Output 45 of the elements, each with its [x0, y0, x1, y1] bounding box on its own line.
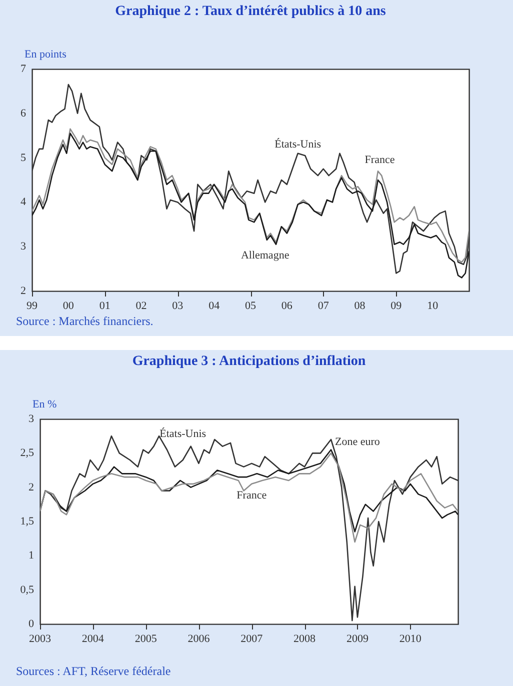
y-tick-label: 4	[20, 196, 26, 208]
chart-title: Graphique 3 : Anticipations d’inflation	[132, 354, 366, 369]
y-tick-label: 1,5	[20, 516, 34, 528]
y-tick-label: 0	[28, 618, 34, 630]
x-tick-label: 01	[99, 300, 110, 312]
x-tick-label: 08	[354, 300, 366, 312]
x-tick-label: 06	[281, 300, 293, 312]
y-axis-title: En points	[24, 48, 66, 60]
y-tick-label: 3	[20, 240, 26, 253]
x-tick-label: 2006	[188, 633, 210, 645]
series-label: France	[364, 154, 395, 166]
series-label: Zone euro	[335, 436, 380, 448]
y-tick-label: 2	[28, 481, 34, 494]
x-tick-label: 2007	[240, 633, 264, 645]
x-tick-label: 2003	[29, 633, 52, 645]
x-tick-label: 99	[26, 300, 38, 312]
series-label: États-Unis	[274, 137, 322, 150]
y-tick-label: 5	[20, 152, 26, 164]
series-label: France	[236, 490, 267, 502]
x-tick-label: 05	[245, 300, 256, 312]
y-tick-label: 0,5	[20, 584, 34, 596]
x-tick-label: 2005	[134, 633, 158, 645]
series-label: Allemagne	[240, 249, 290, 262]
x-tick-label: 09	[390, 300, 402, 312]
y-tick-label: 6	[20, 107, 26, 120]
source-note: Sources : AFT, Réserve fédérale	[16, 664, 171, 679]
x-tick-label: 10	[427, 300, 439, 312]
x-tick-label: 04	[208, 300, 220, 312]
x-tick-label: 03	[172, 300, 184, 312]
x-tick-label: 2009	[346, 633, 369, 645]
x-tick-label: 02	[136, 300, 147, 312]
y-tick-label: 7	[20, 63, 26, 75]
chart-title: Graphique 2 : Taux d’intérêt publics à 10 ans	[115, 4, 386, 19]
y-tick-label: 1	[28, 550, 34, 562]
x-tick-label: 2010	[399, 633, 422, 645]
y-tick-label: 3	[28, 413, 34, 425]
y-tick-label: 2	[20, 285, 26, 297]
x-tick-label: 07	[318, 300, 330, 312]
x-tick-label: 00	[62, 300, 74, 312]
x-tick-label: 2004	[82, 633, 104, 645]
x-tick-label: 2008	[294, 633, 316, 645]
y-axis-title: En %	[32, 398, 57, 410]
series-label: États-Unis	[160, 427, 206, 440]
source-note: Source : Marchés financiers.	[16, 314, 154, 329]
y-tick-label: 2,5	[20, 447, 34, 460]
